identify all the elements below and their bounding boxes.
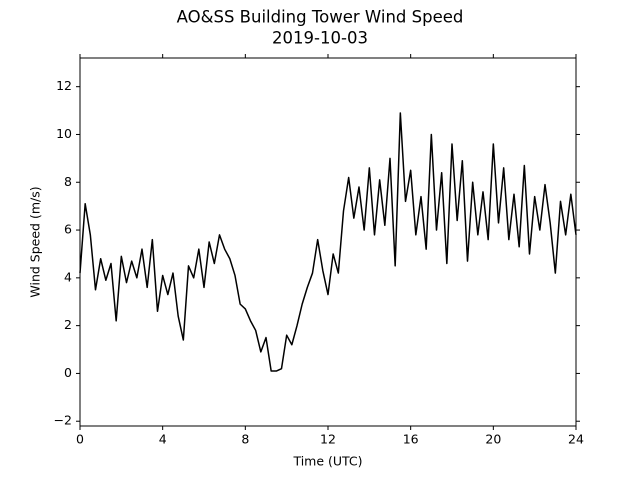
x-tick-label: 8 — [241, 432, 249, 447]
line-series — [79, 112, 577, 372]
x-tick-label: 20 — [485, 432, 501, 447]
y-axis-label: Wind Speed (m/s) — [28, 186, 43, 297]
chart-subtitle: 2019-10-03 — [272, 29, 368, 48]
y-tick-label: 12 — [56, 78, 72, 93]
plot-frame — [79, 57, 577, 427]
y-tick-label: 2 — [64, 317, 72, 332]
y-tick-label: 4 — [64, 269, 72, 284]
x-tick-label: 0 — [76, 432, 84, 447]
y-tick-label: 6 — [64, 222, 72, 237]
y-tick-label: 10 — [56, 126, 72, 141]
y-tick-label: −2 — [54, 413, 72, 428]
chart-title: AO&SS Building Tower Wind Speed — [177, 8, 464, 27]
x-axis-label: Time (UTC) — [292, 454, 362, 469]
x-tick-label: 12 — [320, 432, 336, 447]
y-tick-label: 0 — [64, 365, 72, 380]
x-tick-label: 16 — [403, 432, 419, 447]
x-tick-label: 24 — [568, 432, 584, 447]
y-tick-label: 8 — [64, 174, 72, 189]
x-tick-label: 4 — [159, 432, 167, 447]
